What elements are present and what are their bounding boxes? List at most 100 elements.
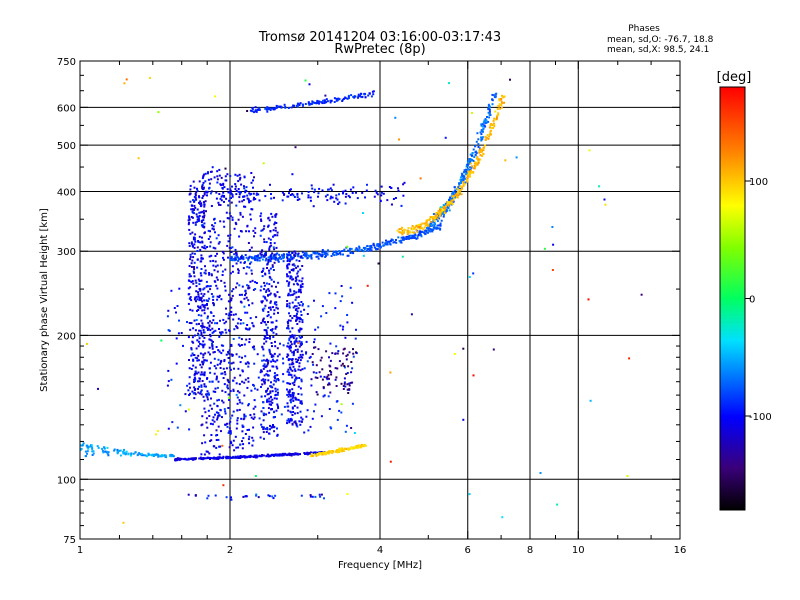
data-point: [194, 494, 197, 497]
data-point: [193, 298, 196, 301]
data-point: [280, 106, 283, 109]
data-point: [164, 454, 167, 457]
data-point: [306, 257, 309, 260]
data-point: [289, 288, 292, 291]
data-point: [199, 211, 202, 214]
data-point: [190, 262, 193, 265]
data-point: [477, 145, 480, 148]
data-point: [305, 251, 308, 254]
data-point: [238, 200, 241, 203]
data-point: [225, 331, 228, 334]
data-point: [296, 425, 299, 428]
data-point: [201, 415, 204, 418]
data-point: [238, 178, 241, 181]
data-point: [265, 373, 268, 376]
data-point: [406, 231, 409, 234]
data-point: [228, 212, 231, 215]
data-point: [201, 240, 204, 243]
data-point: [236, 390, 239, 393]
data-point: [476, 132, 479, 135]
data-point: [277, 311, 279, 314]
data-point: [92, 452, 95, 455]
data-point: [298, 288, 301, 291]
data-point: [220, 298, 223, 301]
data-point: [228, 300, 231, 303]
data-point: [192, 199, 195, 202]
data-point: [288, 305, 291, 308]
data-point: [259, 371, 262, 374]
data-point: [454, 191, 457, 194]
data-point: [290, 188, 292, 191]
data-point: [328, 383, 331, 386]
data-point: [188, 367, 191, 370]
data-point: [344, 189, 347, 192]
data-point: [282, 357, 284, 360]
data-point: [385, 243, 388, 246]
data-point: [266, 358, 268, 361]
data-point: [221, 250, 224, 253]
data-point: [195, 372, 198, 375]
data-point: [197, 295, 200, 298]
data-point: [294, 452, 297, 455]
data-point: [436, 227, 439, 230]
data-point: [319, 495, 322, 498]
data-point: [194, 377, 197, 380]
data-point: [427, 223, 429, 226]
data-point: [256, 108, 259, 111]
data-point: [325, 98, 328, 101]
data-point: [275, 378, 278, 381]
data-point: [447, 201, 450, 204]
data-point: [229, 430, 232, 432]
data-point: [460, 193, 463, 196]
data-point: [253, 257, 256, 260]
data-point: [297, 295, 300, 298]
data-point: [343, 377, 346, 380]
data-point: [276, 359, 279, 362]
data-point: [301, 353, 304, 356]
data-point: [203, 309, 206, 312]
data-point: [206, 398, 209, 401]
data-point: [272, 424, 274, 426]
data-point: [275, 303, 278, 306]
data-point: [164, 455, 167, 458]
data-point: [265, 330, 268, 333]
data-point: [309, 355, 312, 358]
data-point: [286, 303, 289, 306]
data-point: [243, 413, 246, 416]
data-point: [209, 458, 211, 460]
data-point: [253, 413, 256, 416]
data-point: [463, 178, 466, 181]
data-point: [301, 321, 304, 324]
data-point: [196, 218, 199, 221]
data-point: [267, 400, 270, 403]
data-point: [473, 164, 476, 167]
data-point: [275, 222, 278, 224]
data-point: [451, 199, 454, 202]
data-point: [480, 130, 483, 133]
data-point: [295, 296, 298, 299]
data-point: [171, 421, 174, 424]
data-point: [295, 345, 298, 348]
data-point: [339, 253, 342, 256]
data-point: [277, 391, 279, 394]
data-point: [242, 495, 245, 498]
data-point: [276, 433, 279, 436]
data-point: [286, 275, 289, 278]
data-point: [257, 254, 260, 257]
data-point: [282, 260, 285, 263]
data-point: [432, 216, 435, 218]
data-point: [202, 186, 205, 189]
data-point: [390, 238, 393, 241]
data-point: [457, 194, 460, 197]
data-point: [274, 221, 277, 224]
data-point: [307, 196, 310, 199]
data-point: [291, 327, 294, 330]
data-point: [228, 312, 231, 315]
data-point: [465, 170, 468, 173]
data-point: [291, 257, 294, 260]
data-point: [291, 369, 294, 372]
data-point: [342, 385, 345, 387]
data-point: [295, 340, 298, 343]
data-point: [233, 257, 235, 260]
data-point: [205, 421, 208, 424]
